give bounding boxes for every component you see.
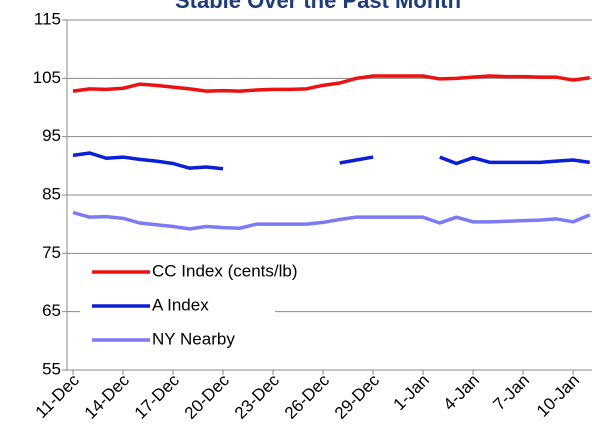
x-tick-label: 26-Dec <box>281 370 334 423</box>
legend-label: NY Nearby <box>152 329 235 348</box>
x-tick-label: 20-Dec <box>181 370 234 423</box>
x-tick-label: 7-Jan <box>490 371 534 415</box>
y-tick-label: 55 <box>42 359 61 378</box>
series-line <box>72 210 591 231</box>
x-tick-label: 1-Jan <box>390 371 434 415</box>
y-tick-label: 95 <box>42 126 61 145</box>
legend-label: A Index <box>152 295 209 314</box>
chart-title: Stable Over the Past Month <box>175 0 461 13</box>
x-tick-label: 14-Dec <box>81 370 134 423</box>
x-tick-label: 29-Dec <box>331 370 384 423</box>
y-tick-label: 65 <box>42 301 61 320</box>
y-tick-label: 115 <box>34 9 61 28</box>
series-line <box>72 74 591 93</box>
x-tick-label: 4-Jan <box>440 371 484 415</box>
x-tick-label: 17-Dec <box>131 370 184 423</box>
x-tick-label: 10-Jan <box>533 371 583 421</box>
y-tick-label: 85 <box>42 184 61 203</box>
y-tick-label: 75 <box>42 243 61 262</box>
y-tick-label: 105 <box>33 68 61 87</box>
x-tick-label: 23-Dec <box>231 370 284 423</box>
series-line <box>72 151 591 171</box>
legend-label: CC Index (cents/lb) <box>152 261 298 280</box>
